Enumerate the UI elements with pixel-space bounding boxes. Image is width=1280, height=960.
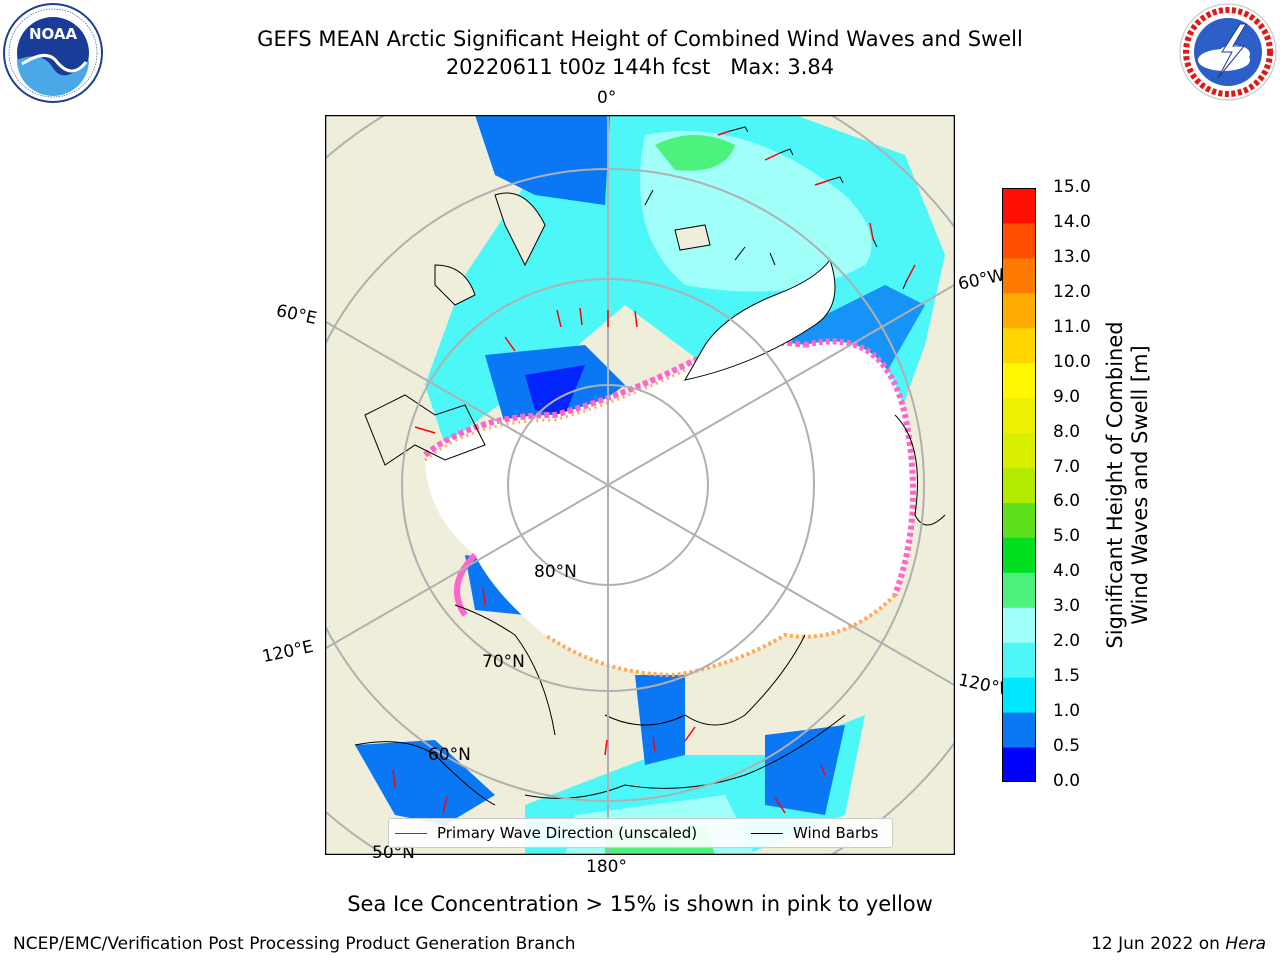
footer-host: Hera: [1225, 934, 1266, 954]
colorbar-segment: [1002, 572, 1036, 608]
colorbar-segment: [1002, 607, 1036, 643]
footer-date: 12 Jun 2022 on Hera: [1091, 934, 1266, 954]
colorbar-segment: [1002, 642, 1036, 678]
footer-credit: NCEP/EMC/Verification Post Processing Pr…: [13, 934, 576, 954]
chart-title-line2: 20220611 t00z 144h fcst Max: 3.84: [445, 55, 835, 79]
colorbar-segment: [1002, 677, 1036, 713]
lon-label-0: 0°: [597, 88, 617, 108]
colorbar-tick-label: 1.0: [1053, 701, 1081, 722]
colorbar-segment: [1002, 432, 1036, 469]
colorbar-tick-label: 6.0: [1053, 491, 1081, 512]
legend-black-line: [751, 832, 783, 834]
colorbar-segment: [1002, 397, 1036, 434]
colorbar-tick-label: 5.0: [1053, 526, 1081, 547]
legend-barb-label: Wind Barbs: [793, 824, 879, 842]
colorbar-tick-label: 0.0: [1053, 771, 1081, 791]
colorbar-label-line2: Wind Waves and Swell [m]: [1128, 345, 1152, 625]
colorbar-segment: [1002, 747, 1036, 782]
colorbar-tick-label: 13.0: [1053, 246, 1091, 267]
wind-barbs: [644, 126, 908, 290]
legend-primary-wave: Primary Wave Direction (unscaled): [395, 824, 697, 842]
nws-logo: [1179, 3, 1277, 101]
map-legend: Primary Wave Direction (unscaled) Wind B…: [388, 818, 893, 848]
colorbar-segment: [1002, 362, 1036, 399]
lat-label-50n: 50°N: [372, 843, 415, 863]
wave-direction-arrows: [392, 130, 916, 814]
colorbar-label: Significant Height of Combined Wind Wave…: [1103, 321, 1153, 648]
colorbar-tick-label: 9.0: [1053, 386, 1081, 407]
colorbar-tick-label: 4.0: [1053, 561, 1081, 582]
colorbar-segment: [1002, 292, 1036, 329]
graticule: [325, 115, 955, 855]
lon-label-120e: 120°E: [260, 636, 316, 668]
colorbar-tick-label: 15.0: [1053, 177, 1091, 197]
colorbar-tick-label: 7.0: [1053, 456, 1081, 477]
colorbar-tick-label: 0.5: [1053, 736, 1081, 757]
colorbar-segment: [1002, 327, 1036, 364]
colorbar-tick-label: 11.0: [1053, 316, 1091, 337]
lat-label-70n: 70°N: [482, 652, 525, 672]
colorbar-segment: [1002, 257, 1036, 294]
ice-caption: Sea Ice Concentration > 15% is shown in …: [347, 892, 933, 916]
lon-label-60e: 60°E: [274, 300, 319, 330]
arctic-map: [325, 115, 955, 855]
colorbar-label-line1: Significant Height of Combined: [1103, 321, 1127, 649]
colorbar-tick-label: 8.0: [1053, 421, 1081, 442]
colorbar-segment: [1002, 537, 1036, 573]
map-frame: [325, 115, 955, 855]
legend-red-line: [395, 832, 427, 834]
colorbar-tick-label: 3.0: [1053, 596, 1081, 617]
chart-title-line1: GEFS MEAN Arctic Significant Height of C…: [257, 27, 1023, 51]
lon-label-60w: 60°W: [956, 265, 1007, 295]
colorbar-tick-label: 2.0: [1053, 631, 1081, 652]
colorbar: [1002, 188, 1036, 782]
colorbar-segment: [1002, 712, 1036, 748]
noaa-logo-text: NOAA: [29, 25, 78, 43]
lon-label-180: 180°: [586, 857, 627, 877]
legend-primary-label: Primary Wave Direction (unscaled): [437, 824, 698, 842]
colorbar-tick-label: 1.5: [1053, 666, 1081, 687]
legend-wind-barbs: Wind Barbs: [751, 824, 878, 842]
colorbar-segment: [1002, 467, 1036, 503]
noaa-logo: NOAA: [3, 3, 103, 103]
lat-label-80n: 80°N: [534, 562, 577, 582]
colorbar-segment: [1002, 188, 1036, 224]
colorbar-segment: [1002, 502, 1036, 538]
footer-date-text: 12 Jun 2022 on: [1091, 934, 1226, 954]
colorbar-tick-label: 10.0: [1053, 351, 1091, 372]
colorbar-tick-label: 12.0: [1053, 281, 1091, 302]
lat-label-60n: 60°N: [428, 745, 471, 765]
colorbar-tick-label: 14.0: [1053, 211, 1091, 232]
colorbar-segment: [1002, 222, 1036, 259]
